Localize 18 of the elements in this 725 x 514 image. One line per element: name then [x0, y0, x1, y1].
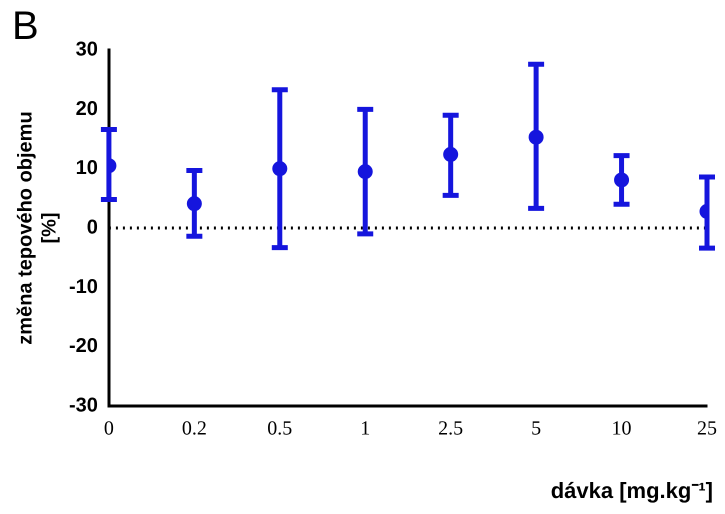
y-tick-label: 30: [76, 38, 98, 61]
x-tick-label: 0.5: [267, 417, 292, 440]
y-tick-label: -30: [69, 394, 98, 417]
y-tick-label: 0: [86, 216, 98, 239]
x-axis-title: dávka [mg.kg⁻¹]: [550, 477, 713, 504]
x-tick-label: 2.5: [438, 417, 464, 440]
y-axis-title: změna tepového objemu [%]: [14, 111, 61, 345]
x-tick-label: 0.2: [182, 417, 207, 440]
chart-title: B: [12, 4, 39, 49]
y-tick-label: -20: [69, 335, 98, 358]
x-tick-label: 10: [612, 417, 632, 440]
x-tick-label: 0: [104, 417, 114, 440]
y-tick-label: 20: [76, 98, 98, 120]
x-tick-label: 5: [531, 417, 542, 440]
x-tick-label: 1: [360, 417, 370, 440]
y-tick-label: 10: [76, 157, 98, 180]
y-tick-label: -10: [69, 276, 98, 298]
x-tick-label: 25: [697, 417, 717, 440]
